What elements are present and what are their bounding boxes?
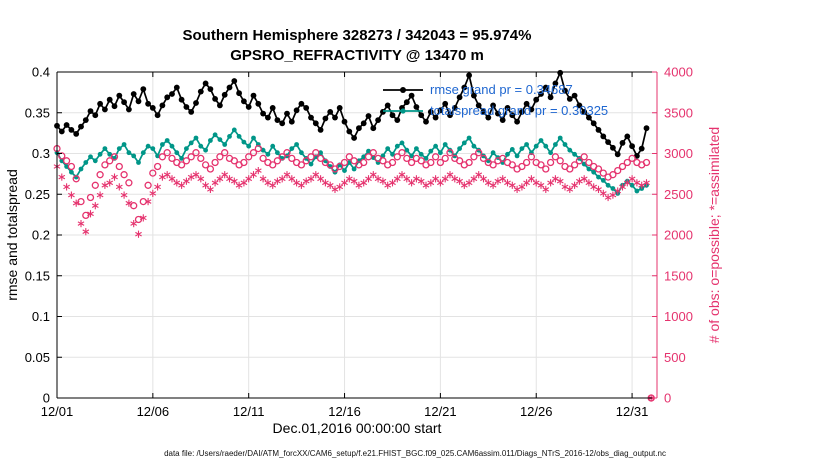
y-right-tick-label: 3000 bbox=[664, 146, 693, 161]
x-tick-label: 12/26 bbox=[520, 404, 553, 419]
chart-subtitle: GPSRO_REFRACTIVITY @ 13470 m bbox=[230, 47, 484, 64]
legend-row-rmse: rmse grand pr = 0.34687 bbox=[383, 79, 608, 100]
legend: rmse grand pr = 0.34687 totalspread gran… bbox=[383, 79, 608, 121]
y-right-tick-label: 2500 bbox=[664, 187, 693, 202]
y-left-tick-label: 0.25 bbox=[25, 187, 50, 202]
legend-rmse-label: rmse grand pr = 0.34687 bbox=[430, 82, 573, 97]
series-possible bbox=[53, 144, 655, 402]
left-axis-label: rmse and totalspread bbox=[4, 169, 20, 301]
y-left-tick-label: 0 bbox=[43, 391, 50, 406]
y-right-tick-label: 500 bbox=[664, 350, 686, 365]
y-right-tick-label: 3500 bbox=[664, 105, 693, 120]
x-tick-label: 12/11 bbox=[233, 404, 265, 419]
y-right-tick-label: 1000 bbox=[664, 309, 693, 324]
y-right-tick-label: 2000 bbox=[664, 228, 693, 243]
y-left-tick-label: 0.15 bbox=[25, 268, 50, 283]
legend-row-totalspread: totalspread grand pr = 0.30325 bbox=[383, 100, 608, 121]
x-tick-label: 12/06 bbox=[137, 404, 170, 419]
totalspread-line-sample-icon bbox=[383, 107, 423, 114]
series-rmse bbox=[54, 69, 650, 159]
data-file-caption: data file: /Users/raeder/DAI/ATM_forcXX/… bbox=[164, 449, 666, 458]
y-left-tick-label: 0.4 bbox=[32, 65, 50, 80]
axes: 0 0.05 0.1 0.15 0.2 0.25 0.3 0.35 0.4 0 500 1000 150… bbox=[25, 65, 693, 420]
rmse-line-sample-icon bbox=[383, 86, 423, 93]
series-totalspread bbox=[54, 127, 649, 196]
y-left-tick-label: 0.05 bbox=[25, 350, 50, 365]
chart-title: Southern Hemisphere 328273 / 342043 = 95… bbox=[182, 27, 532, 44]
y-right-tick-label: 1500 bbox=[664, 268, 693, 283]
grid bbox=[56, 71, 657, 399]
series-assimilated bbox=[53, 162, 655, 402]
y-right-tick-label: 4000 bbox=[664, 65, 693, 80]
y-left-tick-label: 0.35 bbox=[25, 105, 50, 120]
x-tick-label: 12/31 bbox=[616, 404, 649, 419]
x-tick-label: 12/21 bbox=[424, 404, 457, 419]
y-left-tick-label: 0.2 bbox=[32, 228, 50, 243]
y-left-tick-label: 0.1 bbox=[32, 309, 50, 324]
legend-totalspread-label: totalspread grand pr = 0.30325 bbox=[430, 103, 609, 118]
x-tick-label: 12/16 bbox=[328, 404, 361, 419]
right-axis-label: # of obs: o=possible; *=assimilated bbox=[706, 126, 722, 344]
x-tick-label: 12/01 bbox=[41, 404, 74, 419]
x-axis-label: Dec.01,2016 00:00:00 start bbox=[272, 420, 442, 436]
y-left-tick-label: 0.3 bbox=[32, 146, 50, 161]
y-right-tick-label: 0 bbox=[664, 391, 671, 406]
